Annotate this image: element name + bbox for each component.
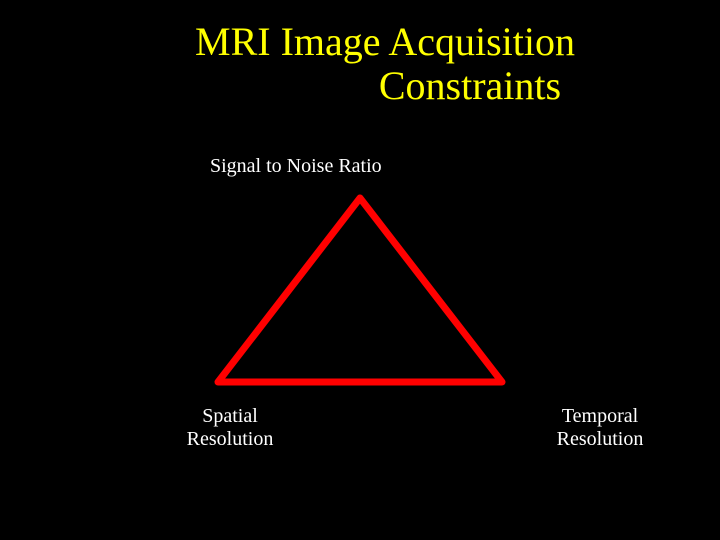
vertex-label-bottom-right: Temporal Resolution [500, 405, 700, 451]
triangle-icon [210, 190, 510, 390]
triangle-shape [218, 198, 502, 382]
vertex-label-top: Signal to Noise Ratio [0, 155, 720, 178]
slide: MRI Image Acquisition Constraints Signal… [0, 0, 720, 540]
title-line-1: MRI Image Acquisition [0, 20, 720, 64]
slide-title: MRI Image Acquisition Constraints [0, 20, 720, 108]
title-line-2: Constraints [0, 64, 720, 108]
constraint-triangle [210, 190, 510, 390]
vertex-label-bottom-left: Spatial Resolution [140, 405, 320, 451]
